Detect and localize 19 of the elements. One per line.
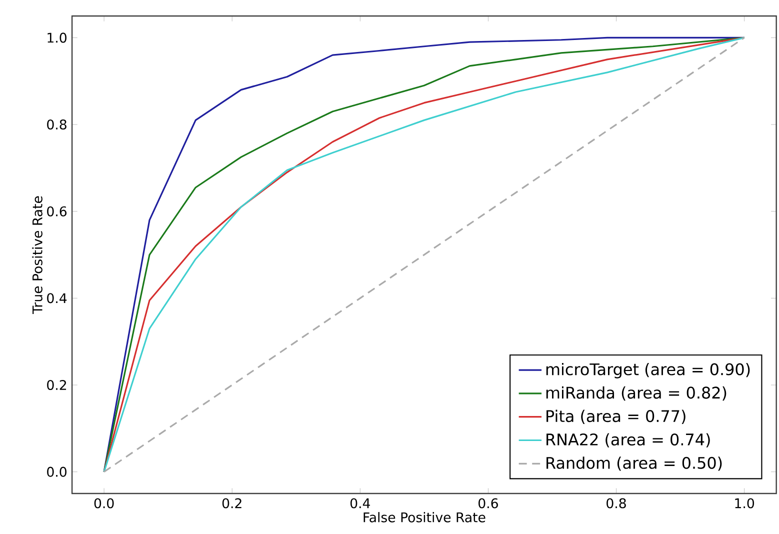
y-tick-label: 0.6: [47, 206, 67, 217]
y-tick-label: 0.8: [47, 120, 66, 130]
x-tick-label: 0.2: [222, 498, 242, 508]
y-tick-label: 1.0: [48, 32, 66, 43]
legend-label: Random (area = 0.50): [546, 456, 722, 472]
x-tick-label: 0.6: [478, 498, 498, 508]
x-tick-label: 0.8: [606, 498, 626, 508]
y-tick-label: 0.2: [47, 380, 66, 390]
y-axis-title: True Positive Rate: [32, 196, 42, 314]
x-tick-label: 1.0: [735, 498, 754, 508]
legend-label: RNA22 (area = 0.74): [546, 433, 710, 448]
legend-label: microTarget (area = 0.90): [546, 363, 750, 379]
x-tick-label: 0.4: [350, 498, 370, 508]
legend-label: miRanda (area = 0.82): [546, 386, 726, 401]
y-tick-label: 0.0: [47, 467, 66, 478]
y-tick-label: 0.4: [47, 293, 67, 304]
x-axis-title: False Positive Rate: [364, 512, 486, 523]
x-tick-label: 0.0: [94, 498, 114, 508]
legend-label: Pita (area = 0.77): [546, 410, 686, 424]
